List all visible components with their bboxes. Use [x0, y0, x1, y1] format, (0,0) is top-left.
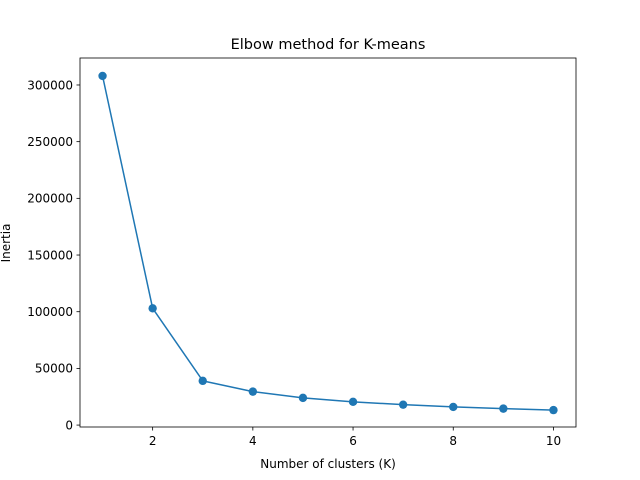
y-tick-label: 150000 [27, 248, 73, 262]
series-line [101, 75, 555, 411]
x-axis-ticks: 2 4 6 8 10 [149, 427, 561, 448]
data-point [98, 71, 107, 81]
data-point [148, 304, 157, 313]
data-point [348, 397, 358, 407]
y-axis-ticks: 0 50000 100000 150000 200000 250000 300000 [27, 78, 80, 432]
y-tick-label: 250000 [27, 135, 73, 149]
x-tick-label: 2 [149, 434, 157, 448]
y-tick-label: 100000 [27, 305, 73, 319]
chart-title: Elbow method for K-means [231, 37, 426, 53]
x-axis-label: Number of clusters (K) [260, 457, 396, 471]
x-tick-label: 6 [349, 434, 357, 448]
x-tick-label: 4 [249, 434, 257, 448]
data-point [198, 376, 207, 386]
y-tick-label: 200000 [27, 192, 73, 206]
data-point [549, 405, 558, 415]
series-layer [98, 71, 558, 415]
data-point [499, 404, 508, 413]
y-tick-label: 0 [65, 418, 73, 432]
y-axis-label: Inertia [0, 224, 13, 263]
data-point [449, 402, 458, 412]
data-point [248, 387, 258, 396]
data-point [398, 400, 408, 409]
y-tick-label: 50000 [35, 362, 73, 376]
y-tick-label: 300000 [27, 78, 73, 92]
x-tick-label: 8 [449, 434, 457, 448]
plot-frame [79, 57, 577, 428]
x-tick-label: 10 [546, 434, 561, 448]
data-point [298, 393, 308, 403]
